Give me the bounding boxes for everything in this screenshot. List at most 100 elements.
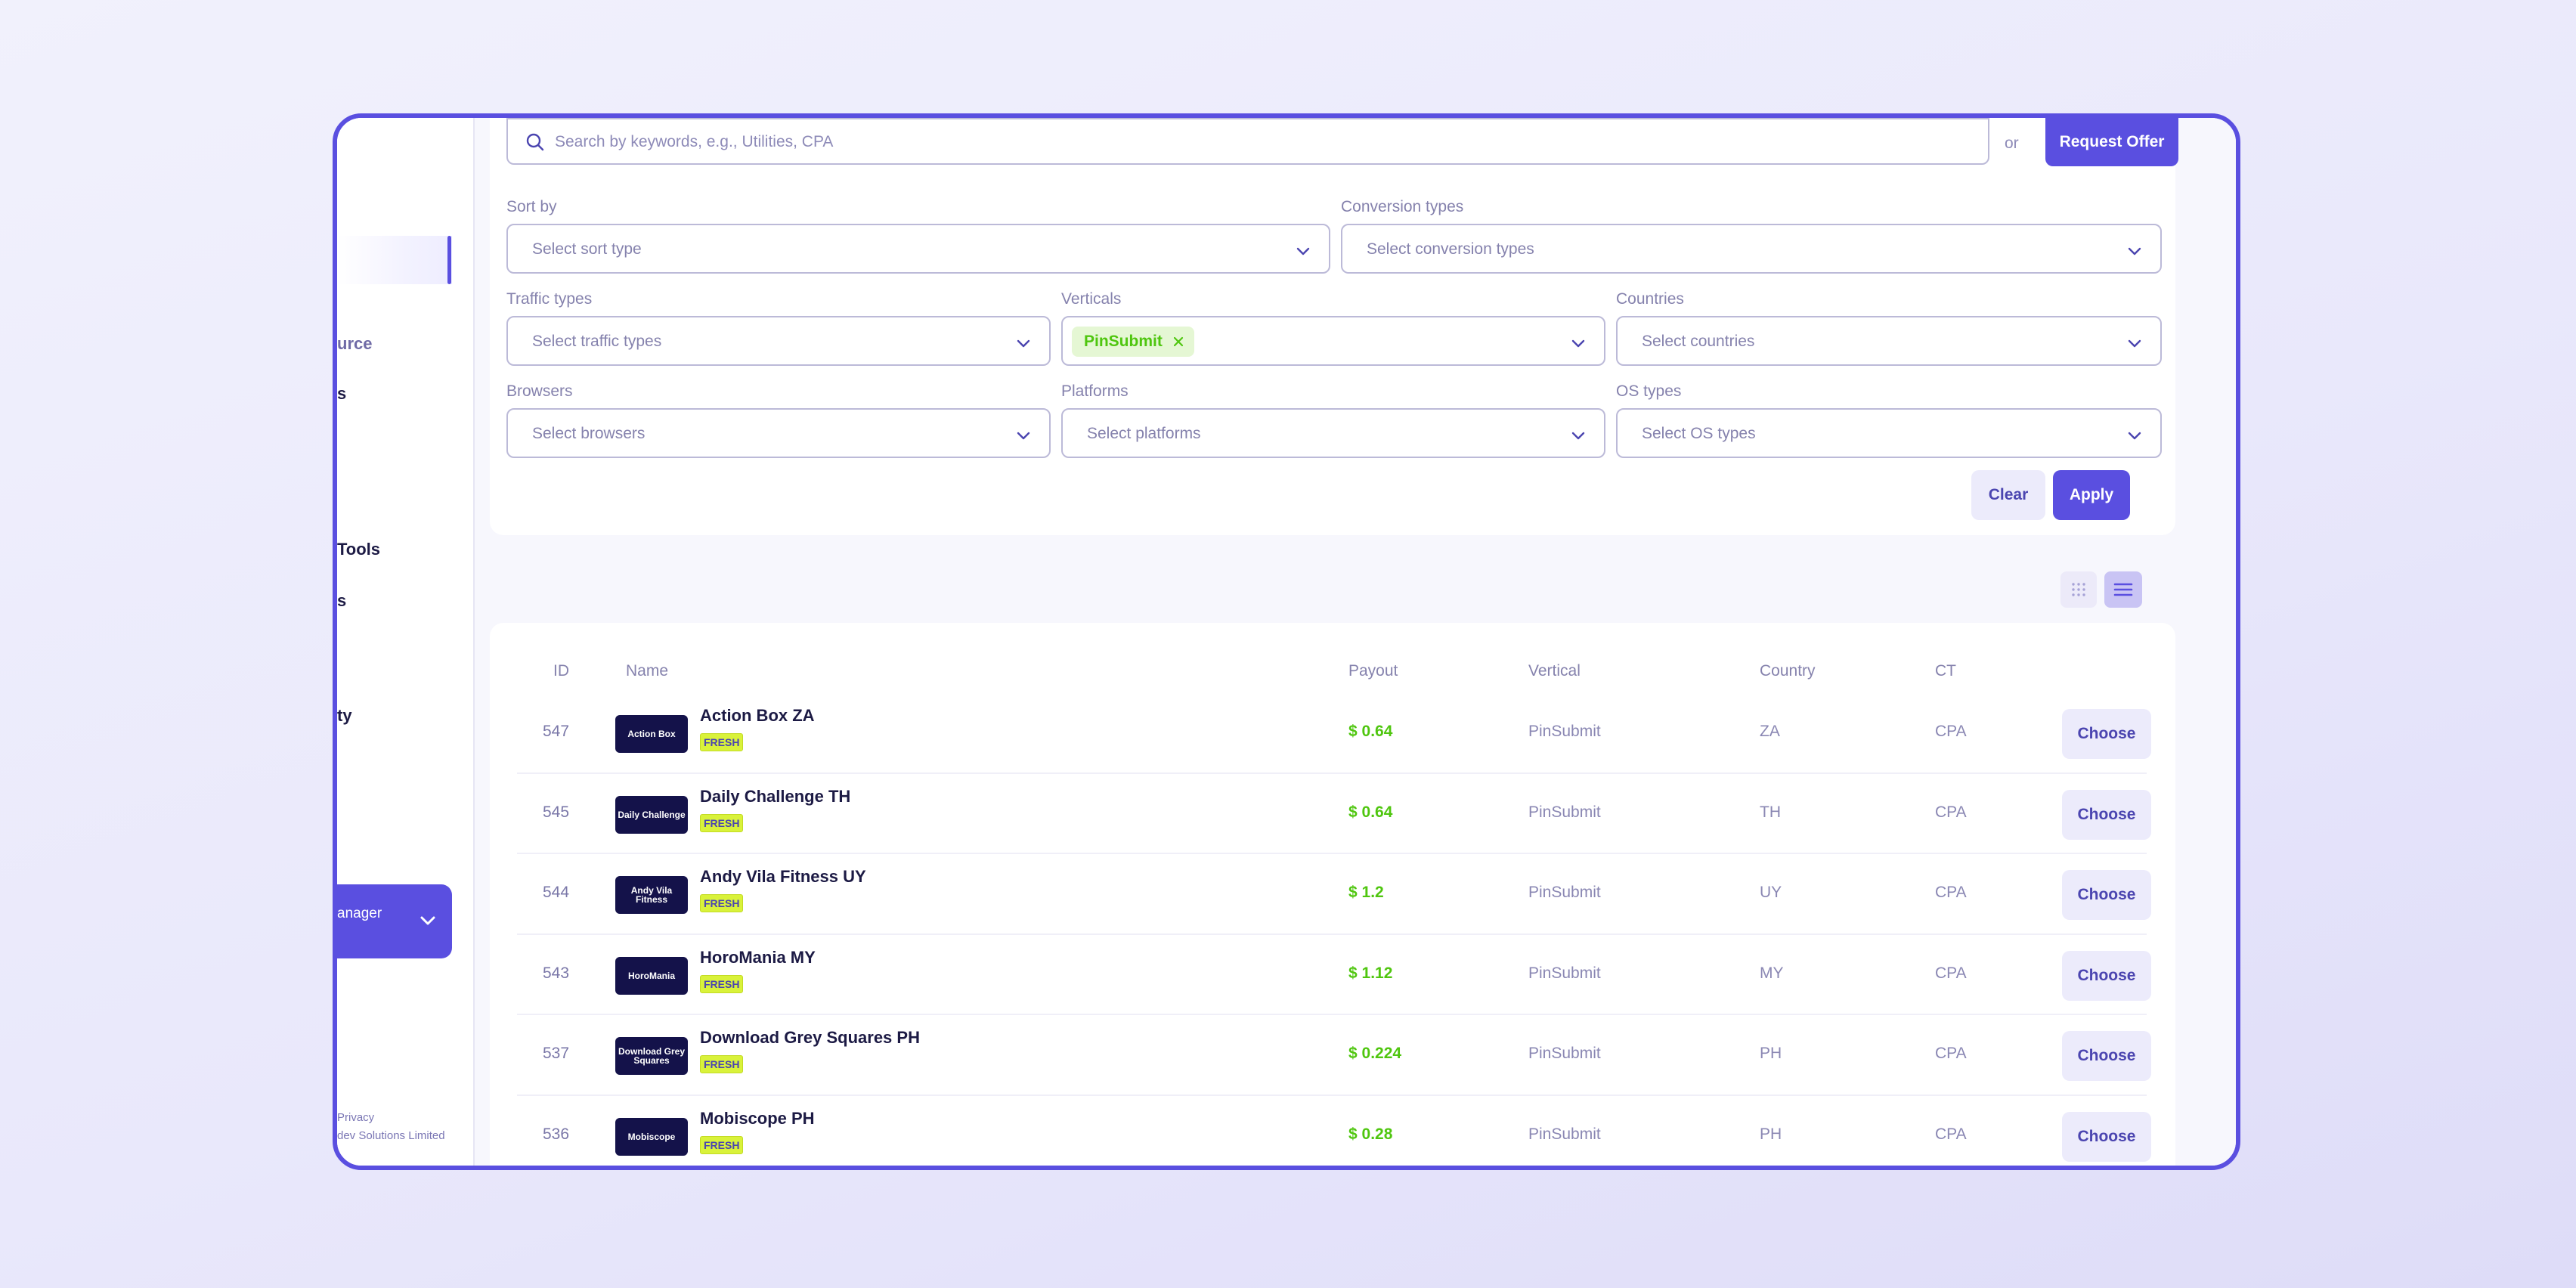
manager-label: anager	[337, 906, 382, 921]
offer-vertical: PinSubmit	[1528, 884, 1601, 901]
offer-name[interactable]: Action Box ZA	[700, 706, 815, 725]
offer-name[interactable]: HoroMania MY	[700, 947, 816, 967]
row-divider	[517, 772, 2147, 774]
chevron-down-icon[interactable]	[413, 906, 443, 936]
os-select[interactable]: Select OS types	[1616, 408, 2162, 458]
offer-country: TH	[1760, 803, 1781, 821]
choose-button[interactable]: Choose	[2062, 1031, 2151, 1081]
chevron-down-icon	[2128, 247, 2141, 255]
offer-country: UY	[1760, 884, 1782, 901]
search-box[interactable]	[506, 118, 1989, 165]
offer-id: 545	[543, 803, 570, 821]
countries-placeholder: Select countries	[1642, 333, 1755, 350]
offer-ct: CPA	[1935, 803, 1967, 821]
sidebar-item-stats[interactable]: s	[337, 591, 347, 610]
or-label: or	[2005, 135, 2019, 152]
choose-button[interactable]: Choose	[2062, 789, 2151, 840]
sidebar-active-item[interactable]	[337, 236, 452, 284]
fresh-badge: FRESH	[700, 1055, 744, 1073]
verticals-select[interactable]: PinSubmit	[1061, 316, 1605, 366]
company-text: dev Solutions Limited	[337, 1129, 445, 1142]
apply-button[interactable]: Apply	[2053, 470, 2130, 520]
offer-id: 536	[543, 1125, 570, 1143]
offers-table: ID Name Payout Vertical Country CT 547 A…	[490, 623, 2175, 1166]
choose-button[interactable]: Choose	[2062, 1111, 2151, 1162]
chevron-down-icon	[2128, 432, 2141, 440]
offer-thumbnail: Action Box	[615, 715, 688, 753]
sidebar-active-indicator	[447, 236, 451, 284]
row-divider	[517, 933, 2147, 935]
app-window: urce s Tools s ty anager Privacy dev Sol…	[333, 113, 2240, 1170]
offer-vertical: PinSubmit	[1528, 1125, 1601, 1143]
offer-thumbnail: Download Grey Squares	[615, 1037, 688, 1075]
row-divider	[517, 1014, 2147, 1015]
row-divider	[517, 1094, 2147, 1096]
sidebar-item-offers[interactable]: s	[337, 384, 347, 403]
choose-button[interactable]: Choose	[2062, 870, 2151, 920]
platforms-select[interactable]: Select platforms	[1061, 408, 1605, 458]
header-country: Country	[1760, 662, 1816, 680]
verticals-label: Verticals	[1061, 290, 1122, 308]
choose-button[interactable]: Choose	[2062, 950, 2151, 1001]
manager-card[interactable]: anager	[337, 884, 452, 958]
search-input[interactable]	[553, 125, 1962, 159]
traffic-placeholder: Select traffic types	[532, 333, 662, 350]
platforms-placeholder: Select platforms	[1087, 425, 1201, 442]
sidebar-item-activity[interactable]: ty	[337, 706, 352, 725]
privacy-link[interactable]: Privacy	[337, 1111, 375, 1124]
offer-country: PH	[1760, 1125, 1782, 1143]
sidebar: urce s Tools s ty anager Privacy dev Sol…	[337, 118, 475, 1166]
close-icon[interactable]	[1173, 336, 1184, 347]
header-vertical: Vertical	[1528, 662, 1581, 680]
choose-button[interactable]: Choose	[2062, 709, 2151, 759]
offer-payout: $ 0.224	[1348, 1045, 1402, 1062]
offer-name[interactable]: Daily Challenge TH	[700, 786, 851, 806]
chevron-down-icon	[1571, 339, 1585, 348]
table-row: 543 HoroMania HoroMania MY FRESH $ 1.12 …	[517, 934, 2151, 1014]
request-offer-button[interactable]: Request Offer	[2045, 118, 2178, 166]
chevron-down-icon	[1017, 432, 1030, 440]
sort-label: Sort by	[506, 198, 557, 215]
conversion-label: Conversion types	[1341, 198, 1464, 215]
sort-placeholder: Select sort type	[532, 240, 642, 258]
browsers-label: Browsers	[506, 382, 573, 400]
grid-view-button[interactable]	[2060, 571, 2097, 608]
conversion-select[interactable]: Select conversion types	[1341, 224, 2162, 274]
traffic-select[interactable]: Select traffic types	[506, 316, 1051, 366]
offer-id: 544	[543, 884, 570, 901]
browsers-select[interactable]: Select browsers	[506, 408, 1051, 458]
offer-name[interactable]: Mobiscope PH	[700, 1108, 815, 1128]
header-id: ID	[553, 662, 569, 680]
offer-thumbnail: Andy Vila Fitness	[615, 876, 688, 914]
offer-vertical: PinSubmit	[1528, 803, 1601, 821]
offer-name[interactable]: Andy Vila Fitness UY	[700, 867, 866, 886]
chevron-down-icon	[2128, 339, 2141, 348]
fresh-badge: FRESH	[700, 1135, 744, 1154]
offer-ct: CPA	[1935, 964, 1967, 982]
offer-ct: CPA	[1935, 723, 1967, 740]
platforms-label: Platforms	[1061, 382, 1129, 400]
row-divider	[517, 853, 2147, 854]
search-icon	[526, 133, 544, 151]
sort-select[interactable]: Select sort type	[506, 224, 1330, 274]
offer-id: 547	[543, 723, 570, 740]
chevron-down-icon	[1571, 432, 1585, 440]
table-row: 547 Action Box Action Box ZA FRESH $ 0.6…	[517, 692, 2151, 772]
filters-panel: or Request Offer Sort by Select sort typ…	[490, 118, 2178, 535]
countries-select[interactable]: Select countries	[1616, 316, 2162, 366]
offer-vertical: PinSubmit	[1528, 964, 1601, 982]
offer-name[interactable]: Download Grey Squares PH	[700, 1028, 920, 1047]
sidebar-item-tools[interactable]: Tools	[337, 540, 381, 559]
offer-id: 543	[543, 964, 570, 982]
chevron-down-icon	[1296, 247, 1310, 255]
browsers-placeholder: Select browsers	[532, 425, 646, 442]
countries-label: Countries	[1616, 290, 1684, 308]
vertical-chip-label: PinSubmit	[1084, 333, 1163, 350]
header-ct: CT	[1935, 662, 1956, 680]
clear-button[interactable]: Clear	[1971, 470, 2045, 520]
vertical-chip[interactable]: PinSubmit	[1072, 327, 1194, 357]
offer-country: MY	[1760, 964, 1784, 982]
sidebar-item-source[interactable]: urce	[337, 334, 373, 353]
list-view-button[interactable]	[2104, 571, 2142, 608]
fresh-badge: FRESH	[700, 974, 744, 993]
